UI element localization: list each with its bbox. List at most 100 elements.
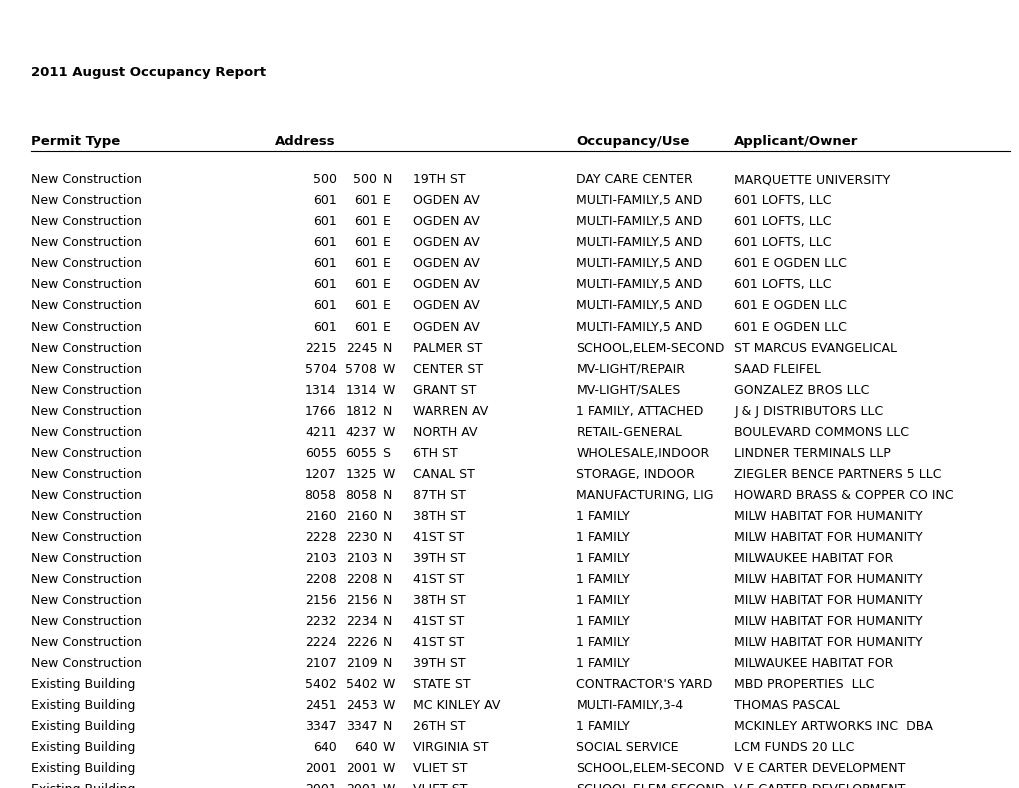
Text: MC KINLEY AV: MC KINLEY AV [413, 699, 500, 712]
Text: 2230: 2230 [345, 531, 377, 544]
Text: N: N [382, 531, 391, 544]
Text: 5402: 5402 [345, 678, 377, 691]
Text: MULTI-FAMILY,5 AND: MULTI-FAMILY,5 AND [576, 236, 702, 250]
Text: New Construction: New Construction [31, 404, 142, 418]
Text: N: N [382, 552, 391, 565]
Text: MARQUETTE UNIVERSITY: MARQUETTE UNIVERSITY [734, 173, 890, 186]
Text: 2160: 2160 [345, 510, 377, 522]
Text: CENTER ST: CENTER ST [413, 362, 483, 376]
Text: 601: 601 [354, 278, 377, 292]
Text: MILWAUKEE HABITAT FOR: MILWAUKEE HABITAT FOR [734, 552, 893, 565]
Text: New Construction: New Construction [31, 258, 142, 270]
Text: 6055: 6055 [305, 447, 336, 459]
Text: MILW HABITAT FOR HUMANITY: MILW HABITAT FOR HUMANITY [734, 531, 922, 544]
Text: ZIEGLER BENCE PARTNERS 5 LLC: ZIEGLER BENCE PARTNERS 5 LLC [734, 468, 941, 481]
Text: Permit Type: Permit Type [31, 135, 120, 147]
Text: 2103: 2103 [305, 552, 336, 565]
Text: New Construction: New Construction [31, 594, 142, 607]
Text: 38TH ST: 38TH ST [413, 594, 466, 607]
Text: MCKINLEY ARTWORKS INC  DBA: MCKINLEY ARTWORKS INC DBA [734, 720, 932, 733]
Text: New Construction: New Construction [31, 573, 142, 585]
Text: 1314: 1314 [305, 384, 336, 396]
Text: OGDEN AV: OGDEN AV [413, 195, 479, 207]
Text: 1207: 1207 [305, 468, 336, 481]
Text: CONTRACTOR'S YARD: CONTRACTOR'S YARD [576, 678, 712, 691]
Text: 1766: 1766 [305, 404, 336, 418]
Text: S: S [382, 447, 390, 459]
Text: OGDEN AV: OGDEN AV [413, 258, 479, 270]
Text: MILW HABITAT FOR HUMANITY: MILW HABITAT FOR HUMANITY [734, 510, 922, 522]
Text: 2001: 2001 [305, 783, 336, 788]
Text: 601: 601 [313, 258, 336, 270]
Text: DAY CARE CENTER: DAY CARE CENTER [576, 173, 692, 186]
Text: 1812: 1812 [345, 404, 377, 418]
Text: 640: 640 [354, 741, 377, 754]
Text: 2103: 2103 [345, 552, 377, 565]
Text: E: E [382, 236, 390, 250]
Text: 2109: 2109 [345, 657, 377, 670]
Text: 2208: 2208 [305, 573, 336, 585]
Text: E: E [382, 195, 390, 207]
Text: MV-LIGHT/SALES: MV-LIGHT/SALES [576, 384, 680, 396]
Text: RETAIL-GENERAL: RETAIL-GENERAL [576, 426, 682, 439]
Text: New Construction: New Construction [31, 531, 142, 544]
Text: 2228: 2228 [305, 531, 336, 544]
Text: N: N [382, 341, 391, 355]
Text: SOCIAL SERVICE: SOCIAL SERVICE [576, 741, 678, 754]
Text: W: W [382, 384, 394, 396]
Text: MULTI-FAMILY,5 AND: MULTI-FAMILY,5 AND [576, 278, 702, 292]
Text: 6TH ST: 6TH ST [413, 447, 458, 459]
Text: CANAL ST: CANAL ST [413, 468, 475, 481]
Text: New Construction: New Construction [31, 657, 142, 670]
Text: New Construction: New Construction [31, 278, 142, 292]
Text: Address: Address [275, 135, 335, 147]
Text: E: E [382, 258, 390, 270]
Text: Occupancy/Use: Occupancy/Use [576, 135, 689, 147]
Text: LCM FUNDS 20 LLC: LCM FUNDS 20 LLC [734, 741, 854, 754]
Text: N: N [382, 594, 391, 607]
Text: MILW HABITAT FOR HUMANITY: MILW HABITAT FOR HUMANITY [734, 573, 922, 585]
Text: W: W [382, 426, 394, 439]
Text: VLIET ST: VLIET ST [413, 762, 467, 775]
Text: 2160: 2160 [305, 510, 336, 522]
Text: 601 E OGDEN LLC: 601 E OGDEN LLC [734, 258, 847, 270]
Text: 601: 601 [354, 195, 377, 207]
Text: MULTI-FAMILY,5 AND: MULTI-FAMILY,5 AND [576, 299, 702, 313]
Text: 1 FAMILY: 1 FAMILY [576, 615, 630, 628]
Text: 500: 500 [353, 173, 377, 186]
Text: 1 FAMILY: 1 FAMILY [576, 552, 630, 565]
Text: 4211: 4211 [305, 426, 336, 439]
Text: W: W [382, 678, 394, 691]
Text: 640: 640 [313, 741, 336, 754]
Text: 1 FAMILY, ATTACHED: 1 FAMILY, ATTACHED [576, 404, 703, 418]
Text: New Construction: New Construction [31, 321, 142, 333]
Text: New Construction: New Construction [31, 195, 142, 207]
Text: 2001: 2001 [345, 783, 377, 788]
Text: 601 LOFTS, LLC: 601 LOFTS, LLC [734, 215, 832, 229]
Text: New Construction: New Construction [31, 341, 142, 355]
Text: 1 FAMILY: 1 FAMILY [576, 636, 630, 649]
Text: 5402: 5402 [305, 678, 336, 691]
Text: New Construction: New Construction [31, 384, 142, 396]
Text: W: W [382, 468, 394, 481]
Text: WARREN AV: WARREN AV [413, 404, 488, 418]
Text: 2156: 2156 [345, 594, 377, 607]
Text: N: N [382, 615, 391, 628]
Text: STORAGE, INDOOR: STORAGE, INDOOR [576, 468, 695, 481]
Text: New Construction: New Construction [31, 615, 142, 628]
Text: 2001: 2001 [345, 762, 377, 775]
Text: 5704: 5704 [305, 362, 336, 376]
Text: New Construction: New Construction [31, 362, 142, 376]
Text: OGDEN AV: OGDEN AV [413, 321, 479, 333]
Text: 2234: 2234 [345, 615, 377, 628]
Text: 601: 601 [313, 236, 336, 250]
Text: 38TH ST: 38TH ST [413, 510, 466, 522]
Text: Existing Building: Existing Building [31, 678, 135, 691]
Text: OGDEN AV: OGDEN AV [413, 215, 479, 229]
Text: N: N [382, 489, 391, 502]
Text: New Construction: New Construction [31, 426, 142, 439]
Text: N: N [382, 720, 391, 733]
Text: 8058: 8058 [345, 489, 377, 502]
Text: 601: 601 [313, 215, 336, 229]
Text: J & J DISTRIBUTORS LLC: J & J DISTRIBUTORS LLC [734, 404, 882, 418]
